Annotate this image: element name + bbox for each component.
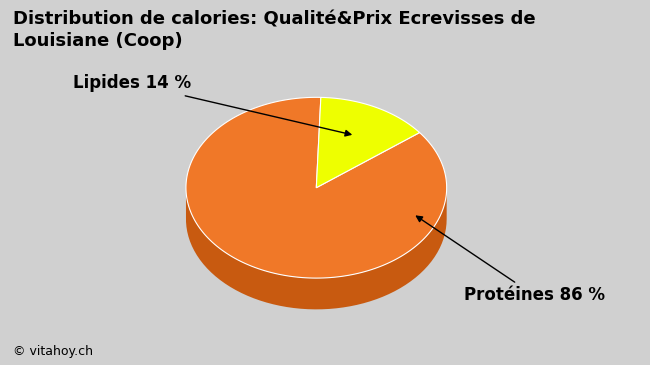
- Text: Distribution de calories: Qualité&Prix Ecrevisses de
Louisiane (Coop): Distribution de calories: Qualité&Prix E…: [13, 11, 536, 50]
- Polygon shape: [186, 97, 447, 278]
- Text: Protéines 86 %: Protéines 86 %: [417, 216, 605, 304]
- Polygon shape: [317, 97, 420, 188]
- Polygon shape: [186, 186, 447, 310]
- Text: Lipides 14 %: Lipides 14 %: [73, 74, 351, 136]
- Text: © vitahoy.ch: © vitahoy.ch: [13, 345, 93, 358]
